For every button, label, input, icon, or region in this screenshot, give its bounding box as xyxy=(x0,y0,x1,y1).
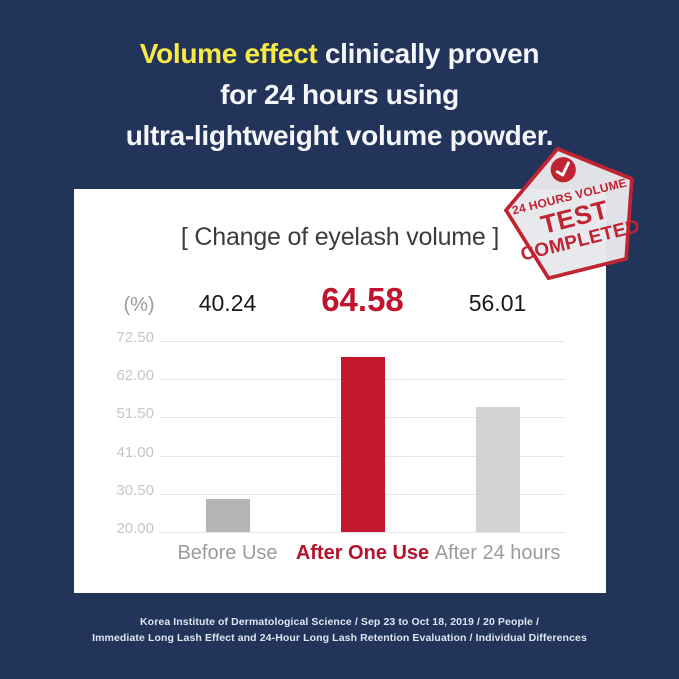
bar-after-24-hours xyxy=(475,407,520,532)
y-tick-label: 20.00 xyxy=(116,520,154,538)
badge-content: 24 HOURS VOLUME TEST COMPLETED xyxy=(488,129,660,301)
test-completed-badge: 24 HOURS VOLUME TEST COMPLETED xyxy=(488,129,660,301)
chart-unit-label: (%) xyxy=(123,294,155,316)
check-circle-icon xyxy=(550,157,576,183)
category-label-before-use: Before Use xyxy=(177,542,278,564)
study-caption: Korea Institute of Dermatological Scienc… xyxy=(0,614,679,646)
y-tick-label: 51.50 xyxy=(116,405,154,423)
page-title-line-2: for 24 hours using xyxy=(220,79,459,110)
page-title-line-1: Volume effect clinically proven xyxy=(0,33,679,74)
bar-before-use xyxy=(205,498,250,532)
y-tick-label: 62.00 xyxy=(116,367,154,385)
y-tick-label: 72.50 xyxy=(116,329,154,347)
gridline-72.50 xyxy=(160,341,565,342)
gridline-20.00 xyxy=(160,532,565,533)
page-title-highlight: Volume effect xyxy=(139,38,318,69)
study-caption-line-2: Immediate Long Lash Effect and 24-Hour L… xyxy=(92,632,587,644)
chart-card: [ Change of eyelash volume ] (%) 72.50 62… xyxy=(74,189,606,593)
page-title-line-1-rest: clinically proven xyxy=(317,38,540,69)
value-label-after-24-hours: 56.01 xyxy=(468,290,527,316)
category-label-after-24-hours: After 24 hours xyxy=(434,542,561,564)
value-label-before-use: 40.24 xyxy=(198,290,257,316)
page-title: Volume effect clinically proven for 24 h… xyxy=(0,33,679,156)
page-title-line-3: ultra-lightweight volume powder. xyxy=(125,120,554,151)
y-tick-label: 30.50 xyxy=(116,481,154,499)
y-tick-label: 41.00 xyxy=(116,443,154,461)
chart-title: [ Change of eyelash volume ] xyxy=(180,223,500,251)
pentagon-stamp-shape xyxy=(503,146,634,281)
value-label-after-one-use: 64.58 xyxy=(321,281,404,318)
category-label-after-one-use: After One Use xyxy=(295,542,430,564)
study-caption-line-1: Korea Institute of Dermatological Scienc… xyxy=(140,616,539,628)
bar-after-one-use xyxy=(340,356,385,532)
